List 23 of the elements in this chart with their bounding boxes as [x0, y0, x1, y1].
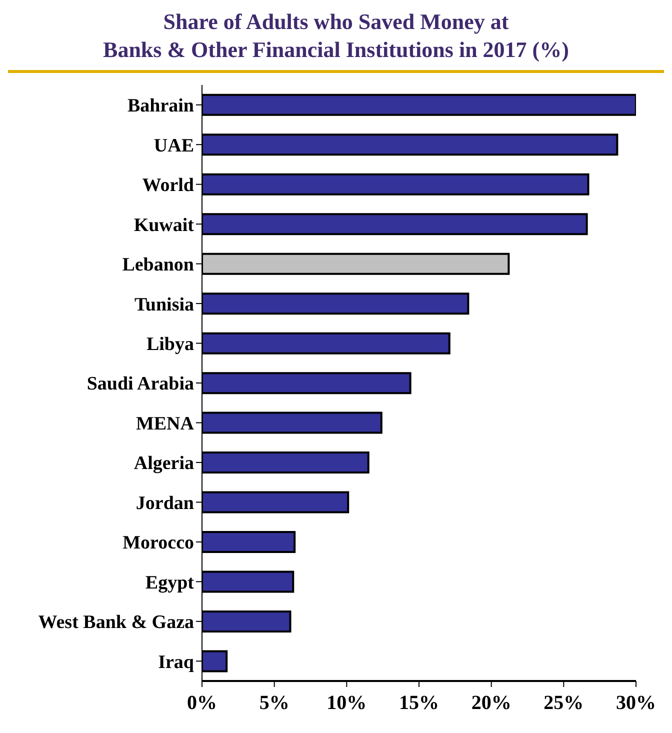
- x-tick-label: 10%: [326, 692, 367, 714]
- y-tick-label: Algeria: [134, 453, 194, 474]
- y-tick-label: Jordan: [136, 492, 194, 514]
- y-tick-label: Tunisia: [134, 294, 194, 316]
- y-tick-label: Libya: [146, 334, 194, 356]
- y-tick-label: Lebanon: [122, 254, 194, 276]
- y-tick-label: Saudi Arabia: [86, 374, 194, 395]
- x-tick-label: 25%: [544, 692, 584, 714]
- y-tick-label: West Bank & Gaza: [38, 612, 194, 634]
- chart-title: Share of Adults who Saved Money at Banks & Other Financial Institutions in 2017 (%): [102, 8, 570, 64]
- y-tick-label: Iraq: [158, 652, 194, 673]
- x-tick-label: 5%: [259, 692, 290, 714]
- y-tick-label: UAE: [154, 135, 194, 156]
- y-tick-label: Kuwait: [134, 214, 195, 236]
- y-tick-label: Bahrain: [127, 96, 194, 117]
- y-tick-label: World: [142, 175, 194, 196]
- x-tick-label: 15%: [399, 692, 439, 714]
- y-tick-label: Egypt: [145, 572, 195, 594]
- y-tick-label: MENA: [136, 413, 194, 434]
- x-tick-label: 30%: [616, 692, 656, 714]
- x-tick-label: 20%: [471, 692, 512, 714]
- x-tick-label: 0%: [187, 692, 217, 714]
- y-tick-label: Morocco: [122, 532, 194, 554]
